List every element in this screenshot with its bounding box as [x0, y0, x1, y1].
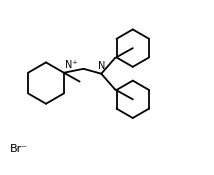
Text: Br⁻: Br⁻: [10, 144, 28, 154]
Text: N: N: [98, 61, 105, 71]
Text: N⁺: N⁺: [65, 60, 77, 70]
